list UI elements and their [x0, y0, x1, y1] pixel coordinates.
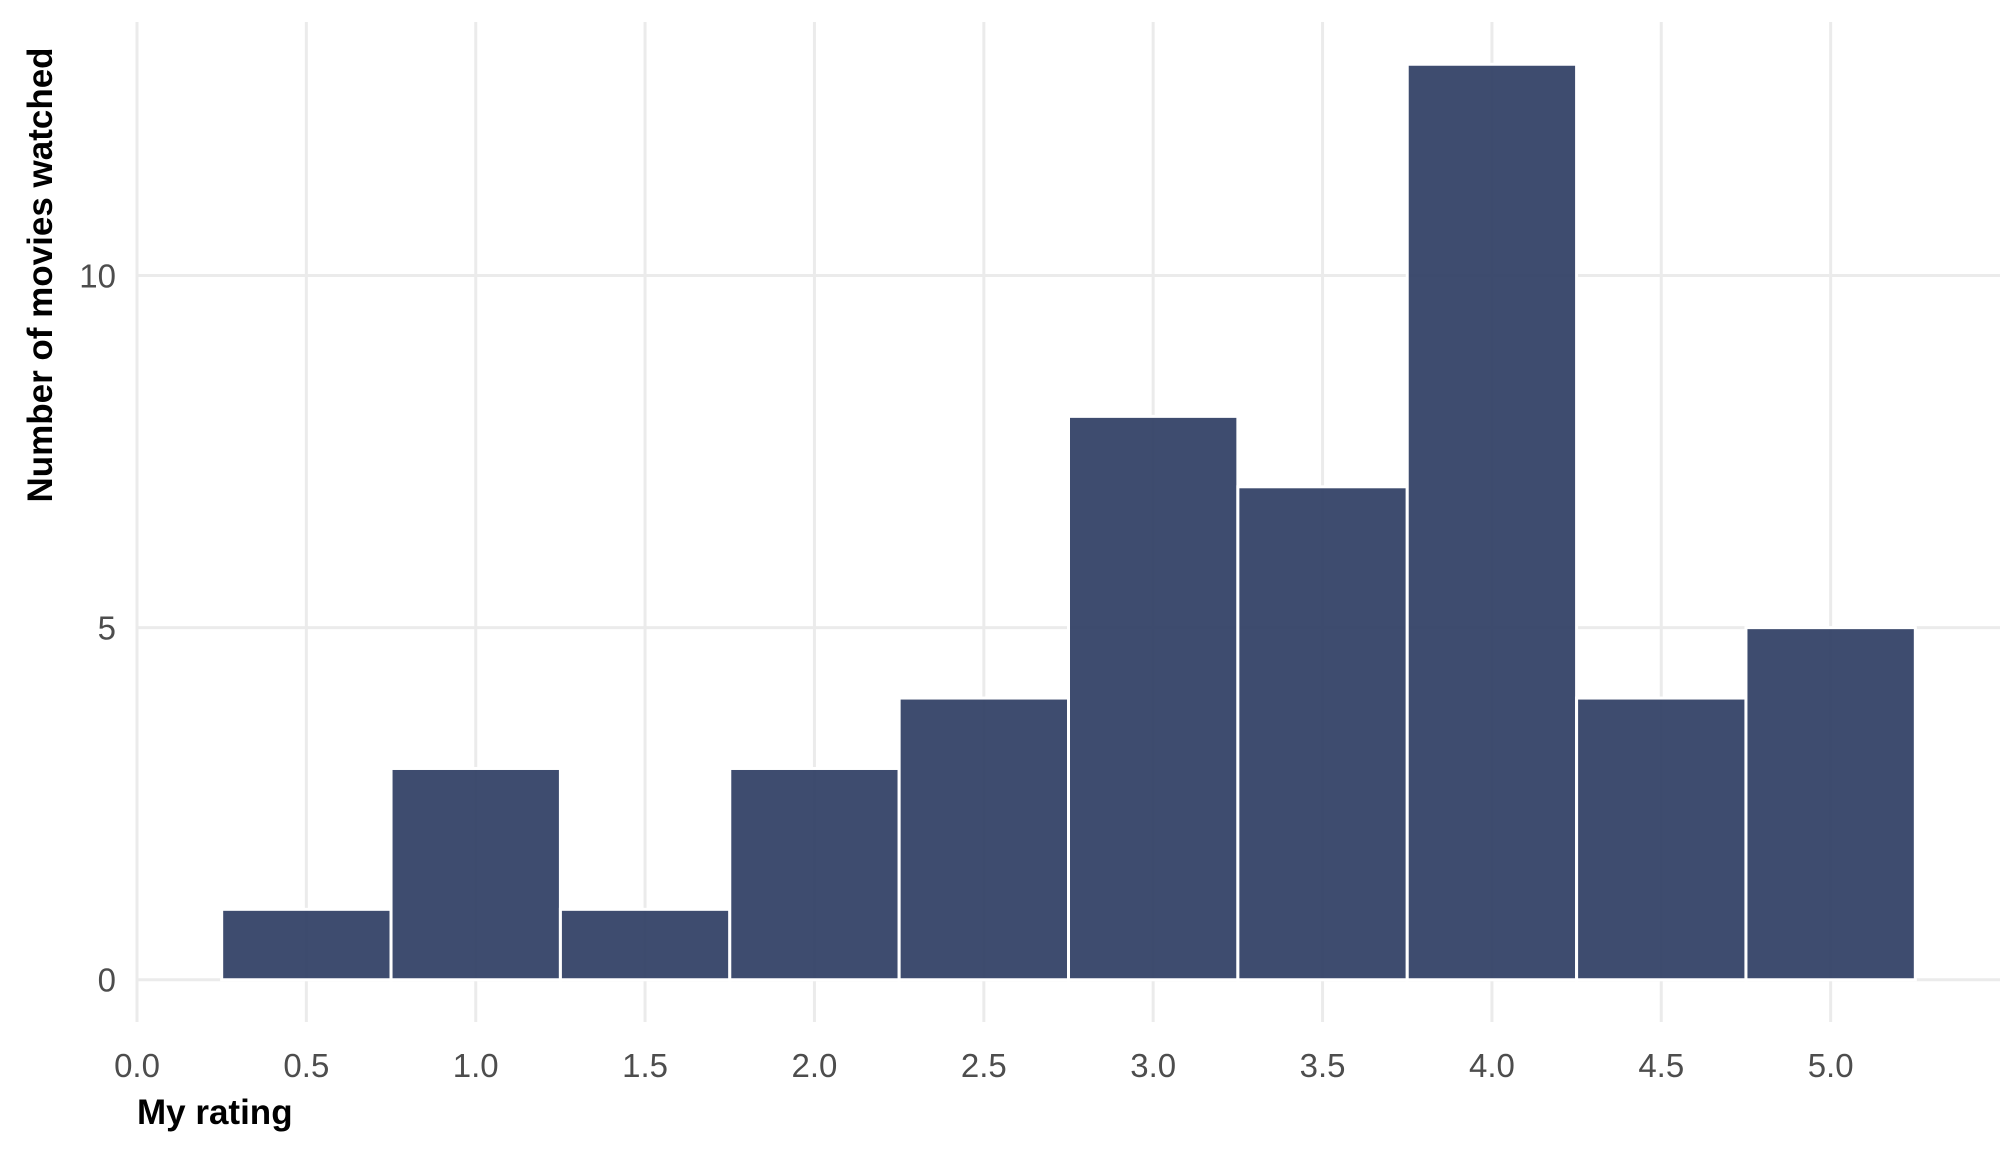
bar — [220, 907, 393, 982]
x-axis-ticks: 0.0 0.5 1.0 1.5 2.0 2.5 3.0 3.5 4.0 4.5 5.0 — [114, 1047, 1854, 1084]
x-tick-label: 0.0 — [114, 1047, 160, 1084]
x-tick-label: 1.5 — [622, 1047, 668, 1084]
y-tick-label: 10 — [79, 258, 116, 295]
bar — [389, 766, 562, 982]
bar — [1575, 696, 1748, 982]
x-tick-label: 0.5 — [283, 1047, 329, 1084]
x-axis-title: My rating — [137, 1093, 293, 1132]
x-tick-label: 2.5 — [961, 1047, 1007, 1084]
x-tick-label: 4.5 — [1638, 1047, 1684, 1084]
x-tick-label: 3.5 — [1300, 1047, 1346, 1084]
x-tick-label: 5.0 — [1808, 1047, 1854, 1084]
bar — [558, 907, 732, 982]
y-tick-label: 5 — [98, 610, 116, 647]
x-tick-label: 2.0 — [792, 1047, 838, 1084]
bar — [1067, 414, 1240, 982]
bar — [728, 766, 901, 982]
bar — [1744, 626, 1917, 982]
x-tick-label: 4.0 — [1469, 1047, 1515, 1084]
bar — [1405, 62, 1579, 982]
bars — [220, 62, 1917, 982]
y-tick-label: 0 — [98, 962, 116, 999]
y-axis-title: Number of movies watched — [21, 47, 60, 502]
bar — [1236, 485, 1409, 982]
x-tick-label: 1.0 — [453, 1047, 499, 1084]
x-tick-label: 3.0 — [1130, 1047, 1176, 1084]
bar — [897, 696, 1070, 982]
y-axis-ticks: 0 5 10 — [79, 258, 116, 999]
